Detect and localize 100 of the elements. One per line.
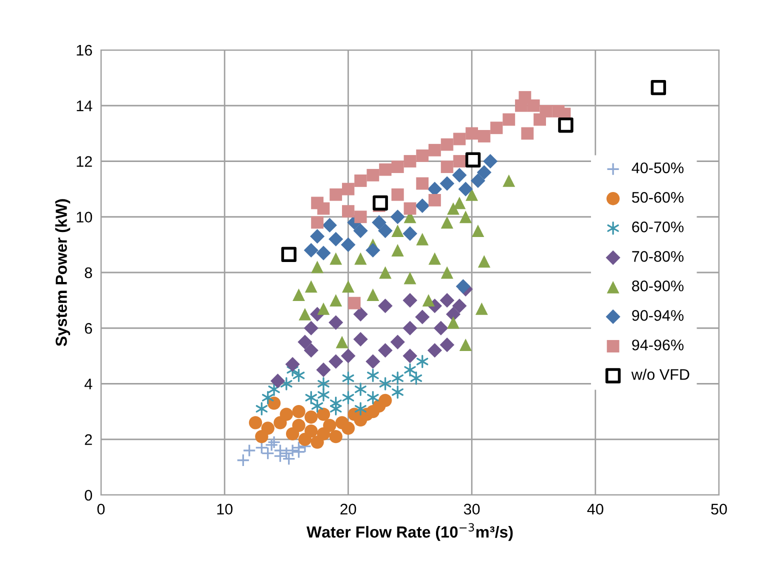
point	[255, 441, 268, 454]
point	[316, 362, 331, 378]
point	[465, 152, 481, 168]
point	[328, 232, 344, 246]
point	[422, 294, 435, 307]
y-tick-label: 12	[76, 156, 92, 167]
point	[390, 210, 405, 224]
point	[236, 454, 250, 467]
point	[518, 91, 532, 104]
point	[478, 130, 490, 142]
point	[329, 430, 342, 444]
point	[317, 302, 330, 315]
point	[440, 293, 454, 308]
point	[404, 155, 416, 168]
point	[452, 168, 467, 182]
point	[316, 408, 330, 421]
point	[336, 336, 348, 348]
point	[340, 348, 356, 364]
point	[402, 348, 418, 364]
point	[292, 418, 306, 432]
point	[354, 174, 367, 187]
point	[470, 173, 486, 188]
point	[440, 138, 454, 151]
point	[353, 306, 368, 322]
point	[378, 343, 393, 358]
x-tick-label: 40	[587, 504, 604, 515]
point	[440, 160, 454, 174]
legend-label: 94-96%	[632, 340, 684, 350]
point	[322, 218, 337, 233]
point	[328, 354, 344, 369]
point	[402, 226, 418, 241]
x-tick-label: 10	[217, 504, 232, 515]
point	[478, 255, 490, 268]
point	[452, 298, 467, 314]
point	[280, 408, 293, 421]
point	[378, 298, 393, 314]
point	[354, 210, 367, 224]
y-tick-label: 10	[76, 212, 92, 223]
point	[476, 165, 492, 180]
point	[379, 163, 392, 176]
point	[348, 296, 361, 310]
point	[328, 315, 344, 330]
point	[304, 343, 318, 358]
point	[366, 354, 380, 369]
x-axis-title: Water Flow Rate (10$^{−3}$m³/s)	[306, 523, 513, 541]
point	[366, 168, 380, 182]
point	[416, 177, 429, 190]
point	[372, 195, 388, 211]
point	[459, 210, 472, 224]
point	[558, 117, 574, 133]
point	[372, 215, 386, 230]
point	[292, 404, 306, 418]
point	[304, 410, 318, 424]
point	[440, 176, 454, 191]
point	[402, 293, 418, 308]
point	[342, 182, 354, 196]
point	[472, 224, 484, 237]
legend-label: 90-94%	[632, 310, 684, 321]
point	[453, 155, 466, 168]
y-tick-label: 16	[76, 44, 92, 56]
point	[428, 144, 441, 156]
point	[285, 357, 300, 372]
point	[521, 127, 534, 140]
y-tick-label: 4	[84, 378, 92, 390]
point	[416, 149, 429, 162]
x-tick-label: 50	[711, 504, 727, 515]
point	[304, 242, 318, 258]
point	[391, 224, 404, 237]
point	[527, 99, 540, 112]
point	[459, 338, 472, 352]
point	[274, 444, 287, 458]
point	[298, 334, 312, 350]
point	[353, 332, 368, 347]
legend-label: 70-80%	[632, 251, 684, 262]
y-tick-label: 2	[84, 434, 92, 445]
point	[379, 266, 392, 279]
point	[416, 232, 429, 246]
point	[447, 316, 460, 329]
point	[428, 252, 441, 265]
legend-label: 80-90%	[632, 280, 684, 292]
point	[391, 244, 404, 256]
point	[340, 237, 356, 252]
x-tick-label: 20	[340, 504, 356, 515]
point	[304, 280, 318, 293]
point	[404, 202, 416, 215]
point	[427, 343, 442, 358]
point	[650, 80, 666, 96]
point	[428, 194, 441, 206]
point	[311, 216, 324, 229]
point	[466, 127, 478, 140]
point	[330, 294, 342, 307]
point	[248, 416, 262, 430]
x-tick-label: 30	[464, 504, 480, 515]
legend-label: w/o VFD	[631, 368, 690, 380]
x-tick-label: 0	[97, 504, 105, 515]
point	[317, 202, 330, 215]
point	[310, 229, 325, 244]
point	[261, 422, 274, 435]
point	[304, 424, 318, 438]
point	[267, 436, 281, 449]
